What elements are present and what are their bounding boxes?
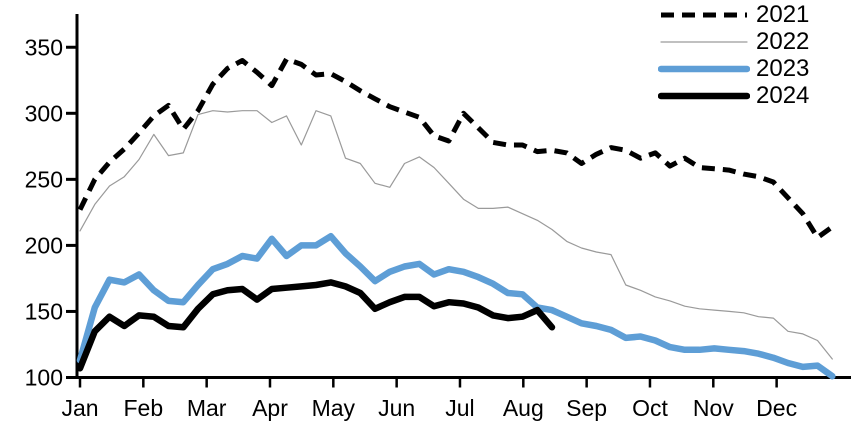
series-line-2022 (79, 110, 833, 360)
legend-label-2023: 2023 (756, 55, 810, 82)
legend: 2021 2022 2023 2024 (658, 1, 809, 109)
x-tick-label: Jul (445, 395, 474, 421)
x-tick-label: Oct (632, 395, 668, 421)
series-line-2021 (77, 56, 834, 240)
series-line-2023 (76, 232, 836, 380)
legend-item-2022: 2022 (658, 28, 809, 55)
x-tick-label: Feb (124, 395, 164, 421)
legend-item-2021: 2021 (658, 1, 809, 28)
legend-sample-line-2021 (661, 12, 747, 17)
legend-sample-line-2022 (660, 40, 748, 43)
x-tick-label: Mar (187, 395, 227, 421)
legend-label-2022: 2022 (756, 28, 810, 55)
x-tick-label: Jun (378, 395, 415, 421)
x-tick-label: Jan (61, 395, 98, 421)
y-tick-label: 150 (25, 298, 63, 324)
y-tick-label: 300 (25, 100, 63, 126)
x-tick-label: Dec (756, 395, 797, 421)
legend-sample-line-2023 (658, 65, 750, 72)
y-tick-label: 100 (25, 365, 63, 391)
x-tick-label: Sep (566, 395, 607, 421)
series-line-2024 (76, 279, 556, 372)
legend-item-2024: 2024 (658, 82, 809, 109)
x-tick-label: May (312, 395, 356, 421)
legend-item-2023: 2023 (658, 55, 809, 82)
y-tick-label: 250 (25, 166, 63, 192)
legend-label-2024: 2024 (756, 82, 810, 109)
x-tick-label: Aug (503, 395, 544, 421)
y-tick-label: 350 (25, 34, 63, 60)
x-tick-label: Apr (252, 395, 288, 421)
legend-sample-line-2024 (658, 92, 750, 99)
legend-label-2021: 2021 (756, 1, 810, 28)
x-tick-label: Nov (693, 395, 734, 421)
y-tick-label: 200 (25, 232, 63, 258)
